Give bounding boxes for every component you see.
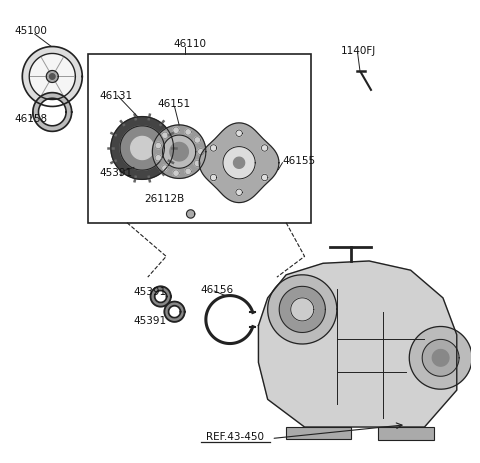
Bar <box>88 55 312 223</box>
Text: 46151: 46151 <box>157 99 190 108</box>
Text: 45391: 45391 <box>134 286 167 296</box>
Polygon shape <box>236 131 242 137</box>
Polygon shape <box>194 161 201 167</box>
Polygon shape <box>33 94 72 132</box>
Polygon shape <box>163 136 196 169</box>
Polygon shape <box>258 262 457 427</box>
Text: 45391: 45391 <box>100 168 133 178</box>
Polygon shape <box>131 137 154 160</box>
Polygon shape <box>199 124 279 203</box>
Polygon shape <box>155 291 167 303</box>
Text: 46158: 46158 <box>14 114 47 124</box>
Polygon shape <box>29 54 75 100</box>
Text: 1140FJ: 1140FJ <box>340 46 376 56</box>
Polygon shape <box>120 126 164 171</box>
Polygon shape <box>185 169 192 175</box>
Polygon shape <box>155 143 162 150</box>
Polygon shape <box>194 138 201 144</box>
Text: REF.43-450: REF.43-450 <box>206 432 264 441</box>
Polygon shape <box>279 287 325 333</box>
Polygon shape <box>223 147 255 180</box>
Text: 46131: 46131 <box>99 91 132 101</box>
Polygon shape <box>185 130 192 136</box>
Polygon shape <box>262 175 268 181</box>
Polygon shape <box>168 306 180 318</box>
Polygon shape <box>268 275 337 344</box>
Polygon shape <box>162 133 168 139</box>
Polygon shape <box>262 145 268 152</box>
Polygon shape <box>111 117 174 180</box>
Polygon shape <box>210 175 217 181</box>
Polygon shape <box>155 155 162 162</box>
Polygon shape <box>210 145 217 152</box>
Polygon shape <box>151 287 171 307</box>
Text: 46110: 46110 <box>173 39 206 49</box>
Polygon shape <box>236 190 242 196</box>
Polygon shape <box>286 427 351 438</box>
Polygon shape <box>378 427 434 440</box>
Polygon shape <box>173 128 179 134</box>
Polygon shape <box>409 327 472 389</box>
Polygon shape <box>22 47 82 107</box>
Polygon shape <box>164 302 185 322</box>
Polygon shape <box>170 143 188 162</box>
Polygon shape <box>49 75 55 80</box>
Polygon shape <box>173 170 179 177</box>
Text: 46155: 46155 <box>283 155 316 165</box>
Polygon shape <box>46 71 58 83</box>
Polygon shape <box>198 149 204 156</box>
Polygon shape <box>432 350 449 366</box>
Polygon shape <box>291 298 314 321</box>
Text: 26112B: 26112B <box>144 194 184 203</box>
Polygon shape <box>187 210 195 219</box>
Polygon shape <box>422 340 459 376</box>
Polygon shape <box>162 165 168 172</box>
Polygon shape <box>38 99 66 126</box>
Polygon shape <box>152 125 206 179</box>
Text: 46156: 46156 <box>201 284 234 294</box>
Polygon shape <box>234 158 245 169</box>
Text: 45100: 45100 <box>14 26 47 36</box>
Text: 45391: 45391 <box>134 315 167 325</box>
